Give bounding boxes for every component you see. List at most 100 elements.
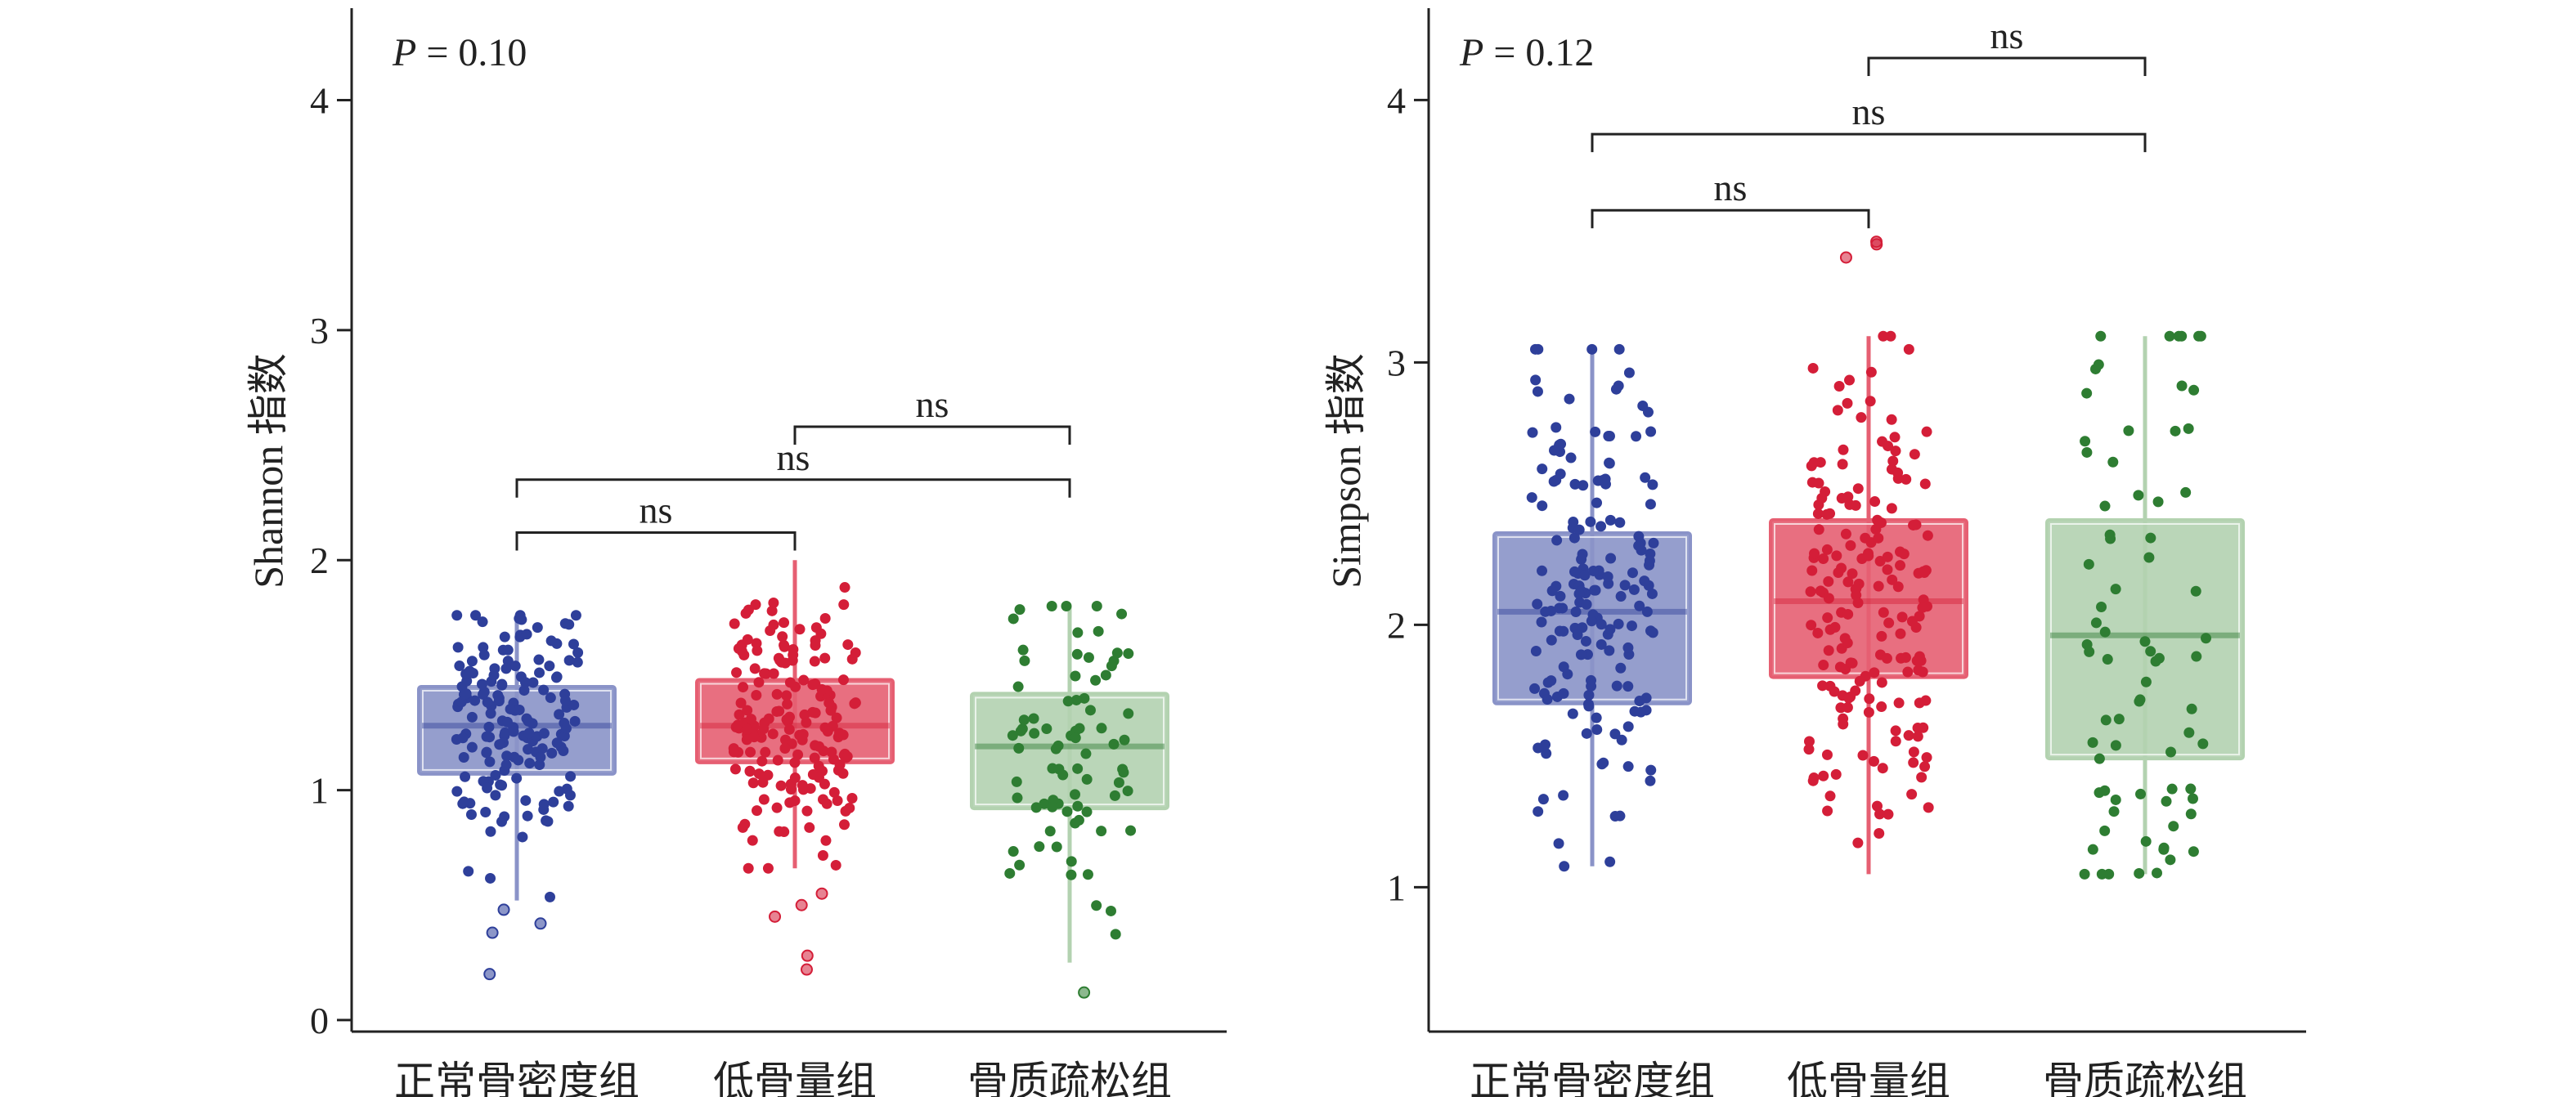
data-point — [1532, 386, 1543, 397]
y-tick-label: 2 — [310, 540, 329, 581]
data-point — [488, 669, 500, 681]
y-axis-title: Shannon 指数 — [245, 353, 291, 589]
data-point — [1903, 343, 1914, 355]
data-point — [457, 732, 469, 744]
box-group-2 — [1769, 235, 1968, 875]
data-point — [1587, 565, 1599, 576]
data-point — [500, 759, 512, 771]
data-point — [760, 746, 771, 758]
data-point — [1083, 651, 1094, 663]
data-point — [2197, 738, 2209, 750]
significance-bracket — [1591, 132, 2147, 153]
data-point — [505, 703, 516, 714]
data-point — [1569, 478, 1581, 490]
data-point — [1590, 426, 1601, 437]
data-point — [1647, 479, 1658, 490]
data-point — [1922, 530, 1933, 541]
data-point — [1093, 625, 1104, 637]
data-point — [1553, 838, 1564, 849]
data-point — [466, 741, 478, 753]
data-point — [816, 683, 828, 695]
data-point — [801, 717, 812, 728]
data-point — [1845, 540, 1856, 551]
data-point — [1821, 749, 1833, 760]
data-point — [2123, 425, 2134, 437]
data-point — [527, 677, 539, 688]
data-point — [563, 619, 575, 630]
data-point — [522, 810, 533, 822]
data-point — [1830, 768, 1842, 780]
data-point — [828, 786, 840, 798]
data-point — [1604, 624, 1616, 635]
data-point — [2094, 787, 2105, 799]
data-point — [1530, 646, 1542, 657]
data-point — [822, 726, 833, 737]
data-point — [1876, 701, 1887, 713]
data-point — [2081, 387, 2093, 399]
outlier-point — [800, 963, 813, 976]
data-point — [1530, 343, 1542, 355]
data-point — [757, 777, 769, 788]
data-point — [817, 850, 828, 862]
data-point — [518, 685, 530, 696]
data-point — [2183, 423, 2194, 434]
data-point — [1878, 607, 1889, 618]
data-point — [1080, 748, 1092, 759]
data-point — [1622, 721, 1634, 732]
data-point — [2110, 584, 2121, 595]
data-point — [1812, 627, 1824, 638]
box-group-2 — [695, 560, 895, 976]
data-point — [1831, 550, 1842, 562]
data-point — [841, 752, 852, 763]
data-point — [1591, 497, 1603, 508]
data-point — [1610, 383, 1622, 395]
data-point — [1892, 467, 1904, 478]
data-point — [1916, 772, 1928, 783]
data-point — [1575, 649, 1586, 660]
data-point — [1125, 825, 1137, 836]
data-point — [1034, 841, 1045, 853]
data-point — [1882, 564, 1893, 575]
data-point — [544, 660, 555, 672]
data-point — [508, 726, 519, 737]
data-point — [2096, 868, 2107, 880]
data-point — [2200, 633, 2211, 644]
data-point — [1039, 798, 1050, 809]
data-point — [2113, 714, 2125, 725]
data-point — [1533, 742, 1544, 754]
data-point — [1881, 652, 1892, 664]
box-group-1 — [1492, 343, 1692, 872]
data-point — [1863, 706, 1874, 718]
data-point — [1876, 630, 1887, 642]
data-point — [509, 660, 521, 672]
data-point — [1118, 767, 1129, 778]
data-point — [1842, 397, 1853, 409]
data-point — [1626, 620, 1637, 632]
outlier-point — [497, 903, 510, 916]
data-point — [1622, 681, 1634, 692]
data-point — [830, 859, 841, 871]
p-symbol: P — [392, 31, 416, 74]
box-inner-edge — [2050, 523, 2240, 756]
data-point — [2140, 835, 2152, 847]
data-point — [1863, 550, 1874, 562]
data-point — [765, 625, 776, 636]
data-point — [1591, 724, 1603, 736]
data-point — [517, 831, 528, 843]
box-inner-edge — [1497, 536, 1687, 701]
data-point — [745, 714, 756, 725]
simpson-boxplot: 1 2 3 4 Simpson 指数 P = 0.12 正常骨密度组 低骨量组 骨质疏松组 ns n… — [1323, 8, 2306, 1097]
data-point — [846, 792, 858, 804]
data-point — [1917, 602, 1928, 613]
data-point — [1609, 728, 1621, 740]
data-point — [779, 639, 790, 651]
data-point — [2185, 808, 2197, 820]
data-point — [831, 712, 842, 723]
data-point — [1838, 444, 1849, 455]
data-point — [1573, 524, 1585, 535]
data-point — [1615, 591, 1627, 602]
x-tick-label: 骨质疏松组 — [967, 1059, 1172, 1097]
data-point — [1532, 598, 1543, 610]
data-point — [2087, 844, 2098, 855]
data-point — [771, 802, 783, 813]
